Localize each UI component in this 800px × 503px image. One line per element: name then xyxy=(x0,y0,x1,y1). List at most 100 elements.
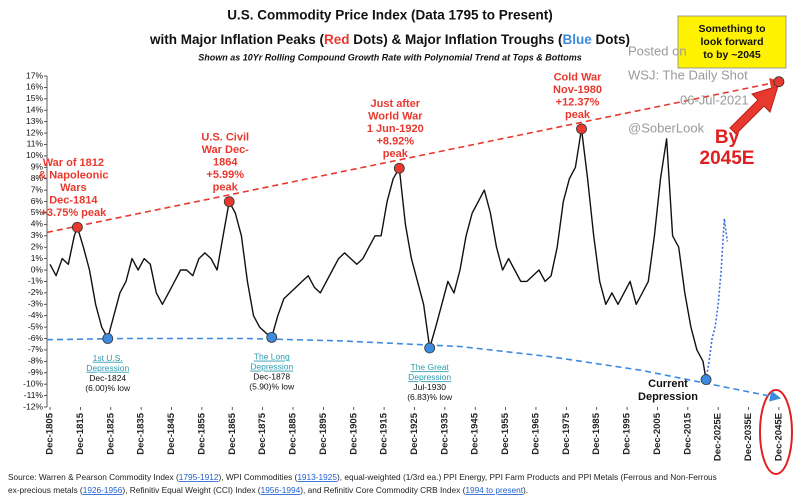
source-link: 1913-1925 xyxy=(297,472,337,482)
current-label: Depression xyxy=(638,391,698,403)
x-tick-label: Dec-2015 xyxy=(682,412,693,454)
title-part: with Major Inflation Peaks ( xyxy=(149,32,325,47)
x-tick-label: Dec-1845 xyxy=(166,412,177,454)
trough-detail: (6.83)% low xyxy=(407,392,453,402)
x-tick-label: Dec-1925 xyxy=(409,412,420,454)
x-tick-label: Dec-1975 xyxy=(561,412,572,454)
peak-label: Dec-1814 xyxy=(49,195,98,207)
peak-label: War Dec- xyxy=(202,144,250,156)
y-tick-label: 12% xyxy=(26,127,43,137)
peak-dot xyxy=(71,221,83,233)
y-tick-label: 16% xyxy=(26,82,43,92)
trough-dot xyxy=(700,374,712,386)
source-link: 1994 to present xyxy=(465,485,523,495)
peak-dot xyxy=(773,76,785,88)
title-part: Blue xyxy=(563,32,593,47)
y-tick-label: 1% xyxy=(31,253,44,263)
peak-label: Wars xyxy=(60,182,87,194)
y-tick-label: -10% xyxy=(23,378,43,388)
watermark: WSJ: The Daily Shot xyxy=(628,67,748,82)
title-part: Dots) xyxy=(592,32,630,47)
trough-label: The Long xyxy=(254,352,290,362)
peak-label: Just after xyxy=(371,98,421,110)
source-text: ), and Refinitiv Core Commodity CRB Inde… xyxy=(300,485,465,495)
peak-label: War of 1812 xyxy=(43,157,104,169)
data-line xyxy=(49,128,707,380)
source-link: 1795-1912 xyxy=(179,472,219,482)
y-tick-label: 4% xyxy=(31,219,44,229)
peak-label: peak xyxy=(213,182,239,194)
y-tick-label: -11% xyxy=(24,390,44,400)
callout-text: Something to xyxy=(698,23,765,35)
peak-label: 1864 xyxy=(213,157,238,169)
source-link: 1956-1994 xyxy=(261,485,301,495)
peak-label: 1 Jun-1920 xyxy=(367,123,424,135)
peak-label: +12.37% xyxy=(556,96,600,108)
watermark: Posted on xyxy=(628,43,687,58)
y-tick-label: -7% xyxy=(28,344,44,354)
y-tick-label: 17% xyxy=(26,70,43,80)
x-tick-label: Dec-1855 xyxy=(196,412,207,454)
y-tick-label: 14% xyxy=(26,104,43,114)
peak-label: +5.99% xyxy=(206,169,244,181)
trough-detail: (6.00)% low xyxy=(85,383,131,393)
y-tick-label: 2% xyxy=(31,241,44,251)
callout-text: look forward xyxy=(700,36,763,48)
x-tick-label: Dec-1905 xyxy=(348,412,359,454)
x-tick-label: Dec-2035E xyxy=(743,413,754,461)
chart-title-line-2: with Major Inflation Peaks (Red Dots) & … xyxy=(149,32,630,47)
x-tick-label: Dec-1955 xyxy=(500,412,511,454)
x-tick-label: Dec-1985 xyxy=(591,412,602,454)
y-tick-label: 6% xyxy=(31,196,44,206)
current-label: Current xyxy=(648,378,688,390)
source-text: ). xyxy=(523,485,528,495)
trough-dot xyxy=(424,342,436,354)
source-text: ), Refinitiv Equal Weight (CCI) Index ( xyxy=(122,485,260,495)
y-tick-label: -8% xyxy=(28,356,44,366)
trend-line xyxy=(46,78,782,234)
peak-dot xyxy=(393,162,405,174)
x-tick-label: Dec-1865 xyxy=(227,412,238,454)
y-tick-label: 13% xyxy=(26,116,43,126)
trough-label: The Great xyxy=(411,362,450,372)
by-label: By xyxy=(715,127,740,148)
x-tick-label: Dec-1945 xyxy=(470,412,481,454)
peak-label: U.S. Civil xyxy=(201,132,249,144)
y-tick-label: -9% xyxy=(28,367,44,377)
red-arrow xyxy=(729,85,779,135)
source-text: ), equal-weighted (1/3rd ea.) PPI Energy… xyxy=(337,472,717,482)
x-tick-label: Dec-2025E xyxy=(713,413,724,461)
peak-label: World War xyxy=(368,111,423,123)
peak-label: Nov-1980 xyxy=(553,84,602,96)
trough-label: Depression xyxy=(86,363,129,373)
chart-title: U.S. Commodity Price Index (Data 1795 to… xyxy=(227,8,553,23)
y-tick-label: 7% xyxy=(31,184,44,194)
x-tick-label: Dec-1825 xyxy=(105,412,116,454)
peak-label: +3.75% peak xyxy=(40,207,107,219)
callout-text: to by ~2045 xyxy=(703,49,761,61)
x-tick-label: Dec-2005 xyxy=(652,412,663,454)
source-text: ), WPI Commodities ( xyxy=(218,472,297,482)
by-label: 2045E xyxy=(700,148,755,169)
title-part: Dots) & Major Inflation Troughs ( xyxy=(350,32,563,47)
trough-label: Depression xyxy=(250,362,293,372)
x-tick-label: Dec-1875 xyxy=(257,412,268,454)
y-tick-label: 10% xyxy=(26,150,43,160)
trough-dot xyxy=(102,333,114,344)
y-tick-label: -1% xyxy=(28,276,44,286)
trough-detail: Jul-1930 xyxy=(413,382,446,392)
title-part: Red xyxy=(324,32,350,47)
x-tick-label: Dec-1915 xyxy=(379,412,390,454)
y-tick-label: 11% xyxy=(27,139,44,149)
x-tick-label: Dec-1835 xyxy=(136,412,147,454)
trough-label: Depression xyxy=(408,372,451,382)
source-line: ex-precious metals (1926-1956), Refiniti… xyxy=(8,485,528,495)
x-tick-label: Dec-1935 xyxy=(439,412,450,454)
y-tick-label: -6% xyxy=(28,333,44,343)
y-tick-label: 15% xyxy=(26,93,43,103)
peak-label: +8.92% xyxy=(376,136,414,148)
subtitle: Shown as 10Yr Rolling Compound Growth Ra… xyxy=(198,52,582,62)
watermark: @SoberLook xyxy=(628,120,705,135)
